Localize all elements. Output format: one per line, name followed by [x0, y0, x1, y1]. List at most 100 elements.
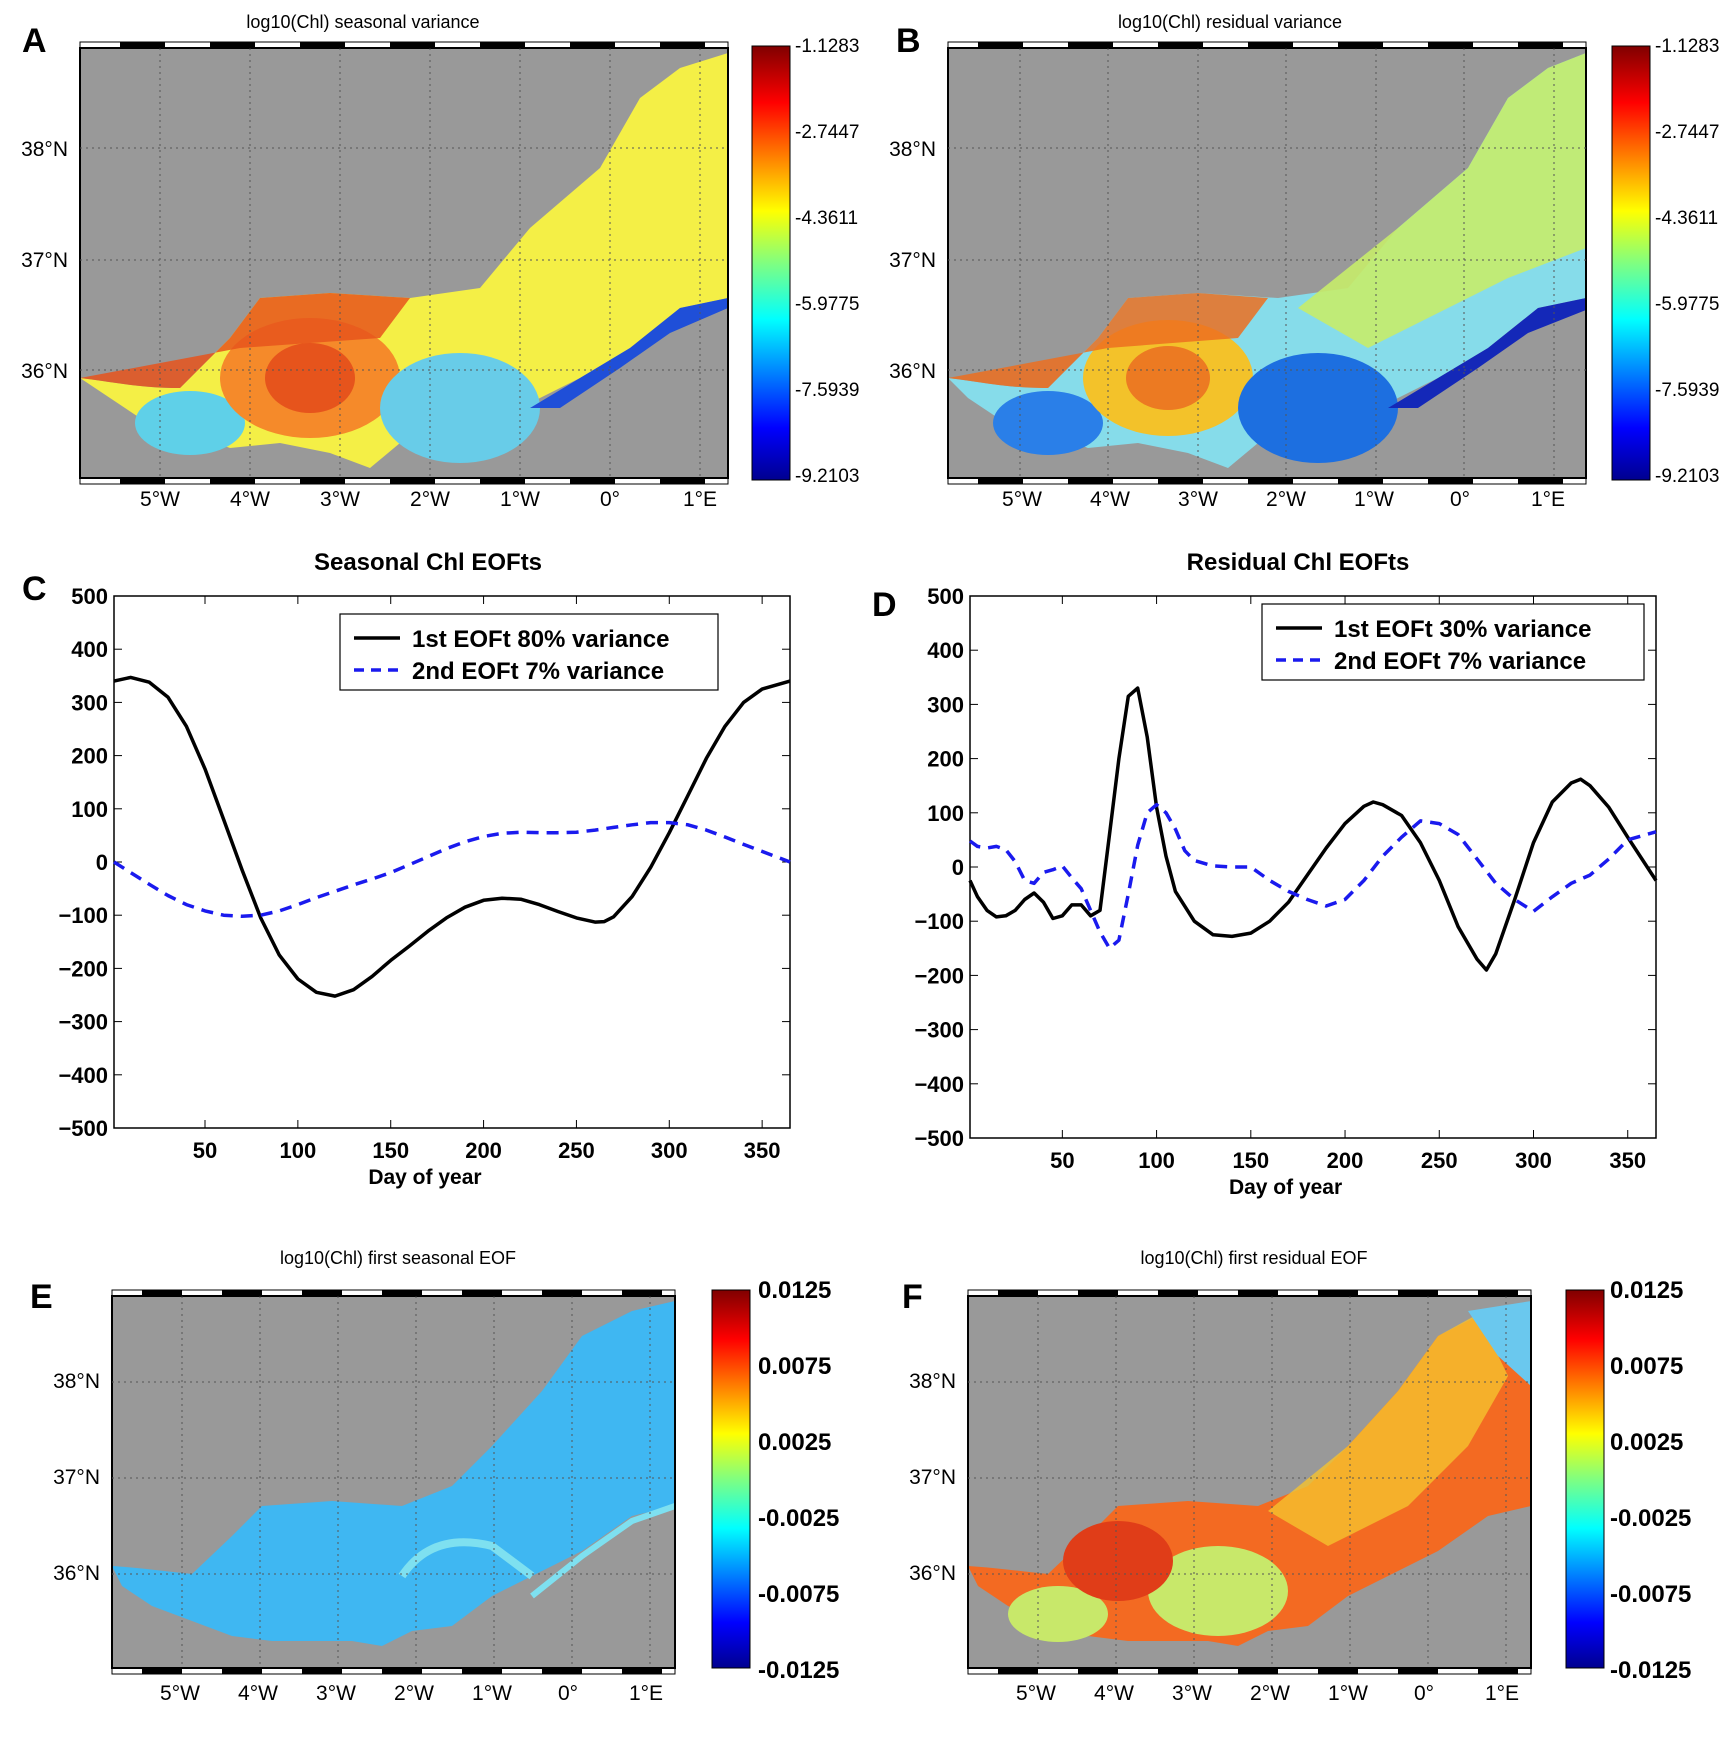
- lon-label: 1°E: [1485, 1682, 1519, 1705]
- line-chart-d: 500 400 300 200 100 0 −100 −200 −300 −400 −500 50 10…: [914, 584, 1658, 1199]
- y-tick-label: −500: [58, 1116, 108, 1141]
- legend-box: [339, 613, 719, 691]
- lon-label: 1°W: [1328, 1682, 1368, 1705]
- lon-label: 4°W: [238, 1682, 278, 1705]
- legend-entry: 2nd EOFt 7% variance: [1334, 648, 1586, 675]
- panel-f: F log10(Chl) first residual EOF: [902, 1248, 1691, 1705]
- coastal-high: [948, 293, 1268, 388]
- lat-label: 38°N: [53, 1370, 100, 1393]
- lon-label: 5°W: [140, 488, 180, 511]
- y-tick-label: 200: [927, 747, 964, 772]
- x-axis-label: Day of year: [1229, 1176, 1342, 1199]
- x-tick-label: 100: [279, 1138, 316, 1163]
- colorbar-tick: 0.0125: [1610, 1277, 1683, 1304]
- colorbar-tick: 0.0125: [758, 1277, 831, 1304]
- plot-title-c: Seasonal Chl EOFts: [314, 549, 542, 576]
- lon-label: 1°E: [683, 488, 717, 511]
- colorbar-tick: -0.0075: [758, 1581, 839, 1608]
- map-frame-e: [111, 1289, 676, 1675]
- colorbar-tick: -7.5939: [1655, 380, 1719, 401]
- y-tick-label: 100: [927, 801, 964, 826]
- x-axis-label: Day of year: [368, 1166, 481, 1189]
- lat-labels-b: 38°N 37°N 36°N: [889, 138, 936, 383]
- colorbar-tick: -9.2103: [1655, 466, 1719, 487]
- legend-entry: 2nd EOFt 7% variance: [412, 658, 664, 685]
- lat-label: 37°N: [909, 1466, 956, 1489]
- lon-label: 3°W: [320, 488, 360, 511]
- colorbar-tick: 0.0025: [758, 1429, 831, 1456]
- y-tick-label: 500: [71, 584, 108, 609]
- lat-label: 36°N: [21, 360, 68, 383]
- colorbar-tick: -9.2103: [795, 466, 859, 487]
- legend-entry: 1st EOFt 80% variance: [412, 626, 669, 653]
- colorbar-b: -1.1283 -2.7447 -4.3611 -5.9775 -7.5939 …: [1611, 36, 1719, 487]
- colorbar-tick: -0.0125: [758, 1657, 839, 1684]
- panel-letter-b: B: [896, 22, 921, 60]
- lon-labels-a: 5°W 4°W 3°W 2°W 1°W 0° 1°E: [140, 488, 717, 511]
- legend: 1st EOFt 30% variance 2nd EOFt 7% varianc…: [1261, 603, 1645, 681]
- panel-b: B log10(Chl) residual variance: [889, 12, 1719, 511]
- x-tick-label: 150: [1232, 1148, 1269, 1173]
- map-title-f: log10(Chl) first residual EOF: [1140, 1248, 1367, 1268]
- y-tick-label: 300: [927, 692, 964, 717]
- legend: 1st EOFt 80% variance 2nd EOFt 7% varianc…: [339, 613, 719, 691]
- x-tick-label: 50: [193, 1138, 217, 1163]
- x-tick-label: 350: [744, 1138, 781, 1163]
- colorbar-tick: -1.1283: [795, 36, 859, 57]
- coastal-low: [1388, 298, 1586, 408]
- coastal-low: [530, 298, 728, 408]
- colorbar-tick: -4.3611: [795, 208, 858, 229]
- coastal-feature: [530, 1503, 676, 1599]
- lon-label: 3°W: [1172, 1682, 1212, 1705]
- eddy-alboran-east: [380, 353, 540, 463]
- y-tick-label: 0: [952, 855, 964, 880]
- y-tick-label: 500: [927, 584, 964, 609]
- map-grid: [968, 1296, 1531, 1668]
- map-frame-b: [947, 41, 1587, 485]
- colorbar-tick: -5.9775: [1655, 294, 1719, 315]
- map-ticks-frame: [947, 41, 1587, 485]
- x-tick-label: 50: [1050, 1148, 1074, 1173]
- legend-box: [1261, 603, 1645, 681]
- y-tick-label: −300: [58, 1010, 108, 1035]
- lon-labels-b: 5°W 4°W 3°W 2°W 1°W 0° 1°E: [1002, 488, 1565, 511]
- lat-label: 37°N: [889, 249, 936, 272]
- y-tick-label: 300: [71, 690, 108, 715]
- y-tick-label: 200: [71, 744, 108, 769]
- lon-label: 1°W: [1354, 488, 1394, 511]
- colorbar-a: -1.1283 -2.7447 -4.3611 -5.9775 -7.5939 …: [751, 36, 859, 487]
- colorbar-f: 0.0125 0.0075 0.0025 -0.0025 -0.0075 -0.…: [1565, 1277, 1691, 1684]
- map-title-a: log10(Chl) seasonal variance: [246, 12, 479, 32]
- eddy-core: [1126, 346, 1210, 410]
- lon-label: 4°W: [230, 488, 270, 511]
- lat-labels-e: 38°N 37°N 36°N: [53, 1370, 100, 1585]
- lon-label: 2°W: [394, 1682, 434, 1705]
- colorbar-tick: -5.9775: [795, 294, 859, 315]
- x-tick-label: 250: [1421, 1148, 1458, 1173]
- colorbar-tick: -2.7447: [795, 122, 859, 143]
- colorbar-tick: 0.0075: [758, 1353, 831, 1380]
- lon-label: 3°W: [1178, 488, 1218, 511]
- panel-letter-e: E: [30, 1278, 53, 1316]
- northeast-mid: [1298, 53, 1586, 348]
- x-tick-label: 300: [1515, 1148, 1552, 1173]
- lat-label: 36°N: [909, 1562, 956, 1585]
- map-grid: [112, 1296, 675, 1668]
- x-tick-label: 200: [1327, 1148, 1364, 1173]
- lat-label: 37°N: [53, 1466, 100, 1489]
- lat-labels-a: 38°N 37°N 36°N: [21, 138, 68, 383]
- panel-letter-c: C: [22, 570, 47, 608]
- legend-entry: 1st EOFt 30% variance: [1334, 616, 1591, 643]
- eddy-core: [265, 343, 355, 413]
- y-tick-label: −100: [914, 909, 964, 934]
- panel-letter-f: F: [902, 1278, 923, 1316]
- map-ticks-frame: [111, 1289, 676, 1675]
- lat-label: 38°N: [21, 138, 68, 161]
- colorbar-tick: 0.0075: [1610, 1353, 1683, 1380]
- colorbar-tick: 0.0025: [1610, 1429, 1683, 1456]
- line-chart-c: 500 400 300 200 100 0 −100 −200 −300 −400 −500 50 10…: [58, 584, 791, 1189]
- colorbar-tick: -1.1283: [1655, 36, 1719, 57]
- lat-label: 38°N: [909, 1370, 956, 1393]
- map-grid: [948, 48, 1586, 478]
